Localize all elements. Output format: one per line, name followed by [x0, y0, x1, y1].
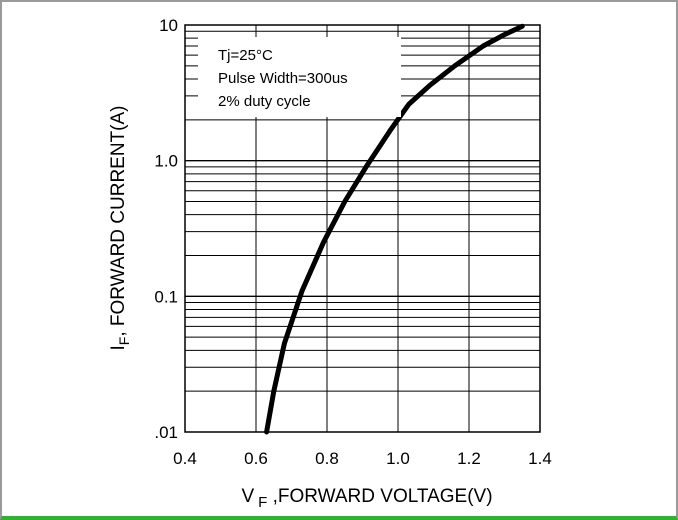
y-axis-label-main: I: [108, 345, 129, 350]
x-axis-label-main: V: [241, 486, 254, 507]
y-axis-label-rest: , FORWARD CURRENT(A): [108, 106, 129, 337]
tick-labels: 0.4 0.6 0.8 1.0 1.2 1.4 .01 0.1 1.0 10: [154, 16, 551, 468]
curve-layer: [264, 23, 525, 435]
x-axis-label-sub: F: [258, 494, 267, 511]
x-tick-label: 0.6: [244, 449, 268, 468]
y-tick-label: 0.1: [154, 287, 178, 306]
y-axis-label-sub: F: [116, 337, 132, 346]
plot-border: [184, 24, 541, 433]
annotation-box: Tj=25°C Pulse Width=300us 2% duty cycle: [198, 37, 401, 117]
annotation-line-3: 2% duty cycle: [218, 93, 311, 110]
annotation-line-2: Pulse Width=300us: [218, 70, 348, 87]
series-line: [264, 23, 525, 435]
x-tick-label: 1.4: [528, 449, 552, 468]
x-tick-label: 0.4: [173, 449, 197, 468]
y-tick-label: .01: [154, 423, 178, 442]
y-tick-label: 10: [159, 16, 178, 35]
annotation-line-1: Tj=25°C: [218, 47, 273, 64]
x-tick-label: 1.2: [457, 449, 481, 468]
x-tick-label: 0.8: [315, 449, 339, 468]
x-axis-label-rest: ,FORWARD VOLTAGE(V): [267, 486, 492, 507]
y-tick-label: 1.0: [154, 152, 178, 171]
x-tick-label: 1.0: [386, 449, 410, 468]
annotation-background: [198, 37, 401, 117]
y-axis-label: IF, FORWARD CURRENT(A): [108, 106, 132, 351]
